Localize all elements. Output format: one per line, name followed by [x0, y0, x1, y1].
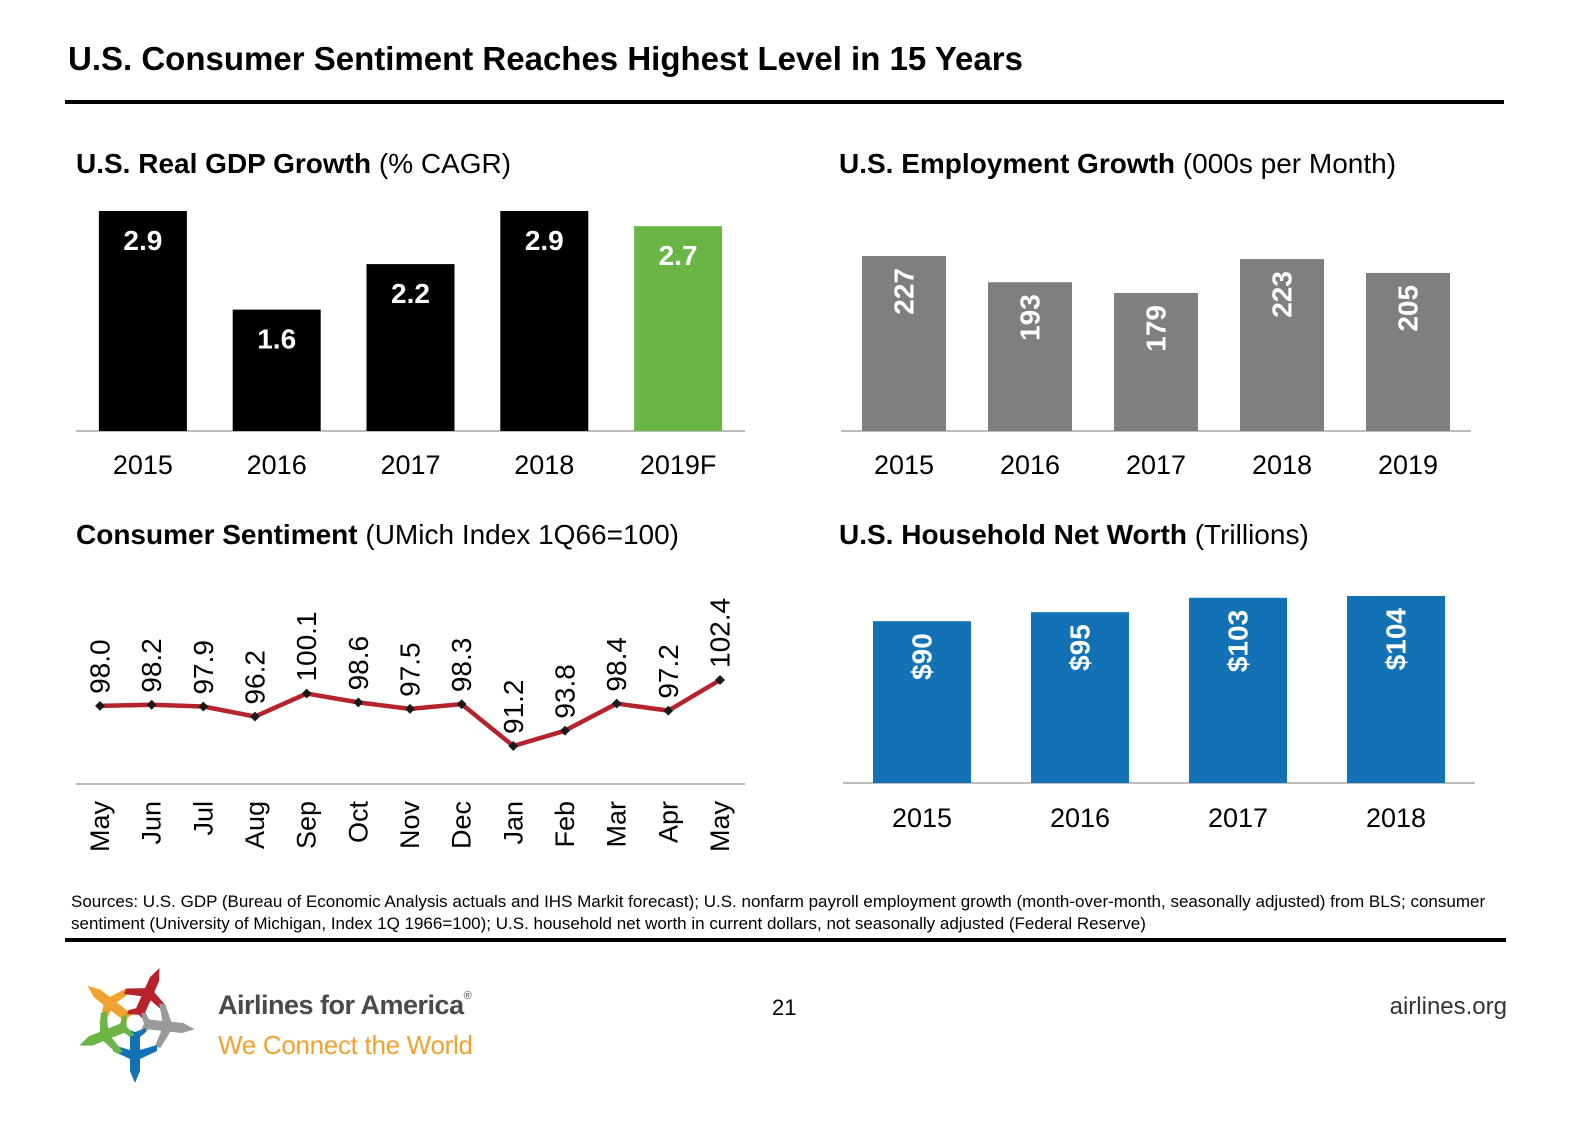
sentiment-data-label: 97.5 [395, 642, 426, 697]
a4a-logo-icon [79, 968, 195, 1083]
sentiment-data-point [508, 741, 519, 751]
sentiment-category-label: Nov [395, 801, 425, 850]
sentiment-data-label: 98.6 [343, 636, 374, 691]
sentiment-category-label: Dec [447, 801, 477, 849]
employment-data-label: 205 [1393, 285, 1424, 332]
gdp-category-label: 2018 [514, 450, 574, 480]
sentiment-data-point [663, 705, 674, 716]
sources-note: Sources: U.S. GDP (Bureau of Economic An… [71, 892, 1486, 933]
sentiment-chart-title: Consumer Sentiment (UMich Index 1Q66=100… [76, 519, 679, 550]
employment-category-label: 2016 [1000, 450, 1060, 480]
networth-bar [873, 621, 971, 783]
title-rule [65, 100, 1504, 104]
sentiment-line-chart: 98.0 May 98.2 Jun 97.9 Jul 96.2 Aug 100.1 Sep 98.6… [76, 598, 745, 852]
sentiment-category-label: May [705, 801, 735, 853]
sentiment-data-point [353, 697, 364, 708]
networth-data-label: $90 [907, 633, 938, 680]
sentiment-data-label: 97.9 [188, 640, 219, 695]
brand-name: Airlines for America® [218, 990, 472, 1020]
sentiment-data-label: 91.2 [498, 680, 529, 735]
gdp-bar [634, 226, 723, 431]
employment-chart-title: U.S. Employment Growth (000s per Month) [839, 148, 1397, 179]
sentiment-category-label: Aug [240, 801, 270, 849]
charts-canvas: 2.9 2015 1.6 2016 2.2 2017 2.9 2018 2.7 2019F 227… [76, 211, 1475, 852]
sentiment-data-point [456, 699, 467, 710]
sentiment-category-label: Mar [602, 801, 632, 848]
sentiment-data-label: 98.2 [136, 638, 167, 693]
gdp-chart-title: U.S. Real GDP Growth (% CAGR) [76, 148, 512, 179]
networth-bar-chart: $90 2015 $95 2016 $103 2017 $104 2018 [843, 596, 1475, 833]
sentiment-data-point [198, 701, 209, 712]
sentiment-category-label: May [85, 801, 115, 853]
employment-bar [862, 256, 946, 431]
footer-rule [65, 938, 1506, 942]
gdp-bar-chart: 2.9 2015 1.6 2016 2.2 2017 2.9 2018 2.7 2019F [76, 211, 745, 480]
employment-bar-chart: 227 2015 193 2016 179 2017 223 2018 205 2019 [841, 256, 1471, 480]
networth-data-label: $95 [1065, 624, 1096, 671]
networth-category-label: 2017 [1208, 803, 1268, 833]
networth-data-label: $103 [1223, 610, 1254, 672]
sentiment-data-point [301, 688, 312, 699]
sentiment-category-label: Sep [292, 801, 322, 849]
gdp-bar [500, 211, 589, 431]
sentiment-category-label: Feb [550, 801, 580, 848]
employment-category-label: 2017 [1126, 450, 1186, 480]
gdp-bar [232, 309, 321, 431]
gdp-data-label: 2.9 [123, 225, 162, 256]
gdp-data-label: 2.9 [525, 225, 564, 256]
employment-bar [988, 282, 1072, 431]
employment-data-label: 223 [1267, 271, 1298, 318]
gdp-category-label: 2015 [113, 450, 173, 480]
gdp-category-label: 2019F [640, 450, 717, 480]
sentiment-data-label: 96.2 [240, 650, 271, 705]
gdp-data-label: 2.2 [391, 278, 430, 309]
employment-bar [1240, 259, 1324, 431]
sentiment-data-point [611, 698, 622, 709]
gdp-bar [366, 264, 455, 431]
networth-bar [1189, 597, 1287, 783]
gdp-bar [98, 211, 187, 431]
sentiment-category-label: Jul [188, 801, 218, 836]
sentiment-data-point [250, 711, 260, 722]
employment-data-label: 179 [1141, 305, 1172, 352]
employment-category-label: 2018 [1252, 450, 1312, 480]
employment-category-label: 2019 [1378, 450, 1438, 480]
brand-tagline: We Connect the World [218, 1030, 473, 1060]
sentiment-data-point [560, 725, 570, 736]
sentiment-data-label: 98.4 [601, 637, 632, 692]
sentiment-category-label: Jun [137, 801, 167, 845]
sentiment-data-point [95, 700, 105, 711]
gdp-data-label: 1.6 [257, 324, 296, 355]
slide-title: U.S. Consumer Sentiment Reaches Highest … [68, 40, 1023, 77]
sentiment-data-point [715, 675, 725, 685]
gdp-category-label: 2017 [380, 450, 440, 480]
sentiment-category-label: Jan [498, 801, 528, 845]
networth-bar [1031, 612, 1129, 783]
sentiment-data-label: 93.8 [550, 664, 581, 719]
networth-category-label: 2015 [892, 803, 952, 833]
sentiment-data-point [146, 699, 157, 710]
sentiment-data-label: 98.3 [446, 638, 477, 693]
gdp-category-label: 2016 [247, 450, 307, 480]
sentiment-data-point [405, 703, 415, 714]
site-url: airlines.org [1389, 993, 1507, 1020]
networth-bar [1347, 596, 1445, 783]
employment-bar [1366, 272, 1450, 431]
networth-category-label: 2018 [1366, 803, 1426, 833]
employment-data-label: 193 [1015, 294, 1046, 341]
page-number: 21 [772, 995, 797, 1020]
employment-category-label: 2015 [874, 450, 934, 480]
networth-chart-title: U.S. Household Net Worth (Trillions) [839, 519, 1309, 550]
employment-data-label: 227 [889, 268, 920, 315]
networth-category-label: 2016 [1050, 803, 1110, 833]
sentiment-data-label: 97.2 [653, 644, 684, 699]
sentiment-data-label: 98.0 [85, 639, 116, 694]
networth-data-label: $104 [1381, 608, 1412, 671]
sentiment-data-label: 100.1 [291, 611, 322, 681]
employment-bar [1114, 293, 1198, 431]
gdp-data-label: 2.7 [659, 240, 698, 271]
sentiment-data-label: 102.4 [705, 598, 736, 668]
sentiment-category-label: Apr [653, 801, 683, 843]
sentiment-category-label: Oct [343, 801, 373, 844]
